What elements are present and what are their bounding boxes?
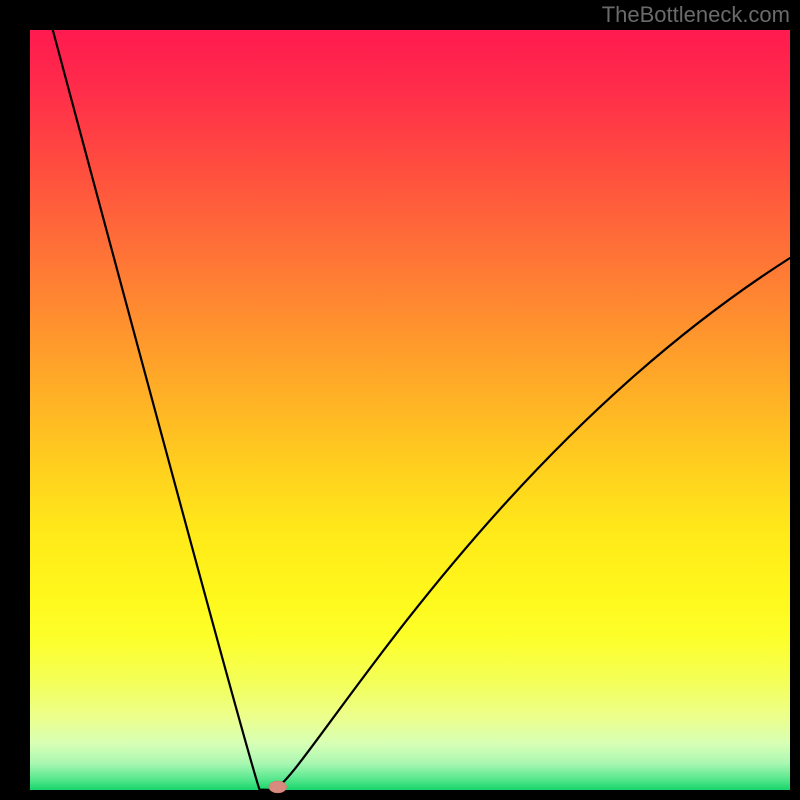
bottleneck-chart (0, 0, 800, 800)
watermark-text: TheBottleneck.com (602, 2, 790, 28)
optimum-marker (269, 781, 287, 793)
plot-background (30, 30, 790, 790)
chart-container: TheBottleneck.com (0, 0, 800, 800)
